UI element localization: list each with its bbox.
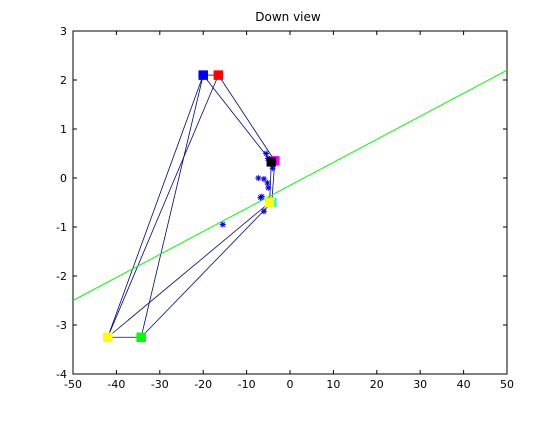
fit-line-group: [72, 69, 508, 301]
connection-line: [202, 74, 272, 163]
star-point: [265, 184, 272, 191]
star-point: [257, 194, 264, 201]
y-tick-label: -2: [56, 270, 67, 283]
x-tick-label: 50: [500, 378, 514, 391]
y-tick-label: -3: [56, 319, 67, 332]
connection-lines: [107, 74, 276, 338]
y-tick-label: 0: [60, 172, 67, 185]
star-point: [260, 175, 267, 182]
x-tick-label: -50: [64, 378, 82, 391]
y-tick-label: 3: [60, 25, 67, 38]
chart-title: Down view: [255, 10, 321, 24]
square-marker: [266, 157, 277, 167]
y-tick-label: -1: [56, 221, 67, 234]
connection-line: [107, 74, 219, 338]
x-tick-label: 40: [457, 378, 471, 391]
square-marker: [264, 197, 275, 208]
connection-line: [140, 75, 204, 338]
x-tick-label: -40: [107, 378, 125, 391]
fit-line: [72, 69, 508, 301]
square-marker: [136, 332, 146, 342]
star-point: [219, 221, 226, 228]
star-point: [260, 208, 267, 215]
star-point: [263, 150, 270, 157]
x-tick-label: 10: [326, 378, 340, 391]
x-tick-label: -10: [238, 378, 256, 391]
square-markers: [102, 70, 280, 342]
connection-line: [107, 202, 270, 338]
x-tick-label: 0: [287, 378, 294, 391]
y-tick-label: 2: [60, 74, 67, 87]
connection-line: [107, 74, 204, 338]
star-point: [255, 175, 262, 181]
square-marker: [102, 332, 113, 342]
x-axis-ticks: -50 -40 -30 -20 -10 0 10 20 30 40 50: [64, 31, 514, 391]
plot-area: [72, 30, 508, 375]
y-tick-label: 1: [60, 123, 67, 136]
connection-line: [218, 74, 276, 162]
square-marker: [198, 70, 208, 80]
star-point: [264, 179, 271, 186]
square-marker: [213, 70, 224, 80]
connection-line: [140, 202, 273, 338]
x-tick-label: -30: [151, 378, 169, 391]
y-tick-label: -4: [56, 368, 67, 381]
x-tick-label: 20: [370, 378, 384, 391]
star-points: [219, 150, 276, 228]
y-axis-ticks: -4 -3 -2 -1 0 1 2 3: [56, 25, 507, 381]
x-tick-label: 30: [413, 378, 427, 391]
x-tick-label: -20: [194, 378, 212, 391]
